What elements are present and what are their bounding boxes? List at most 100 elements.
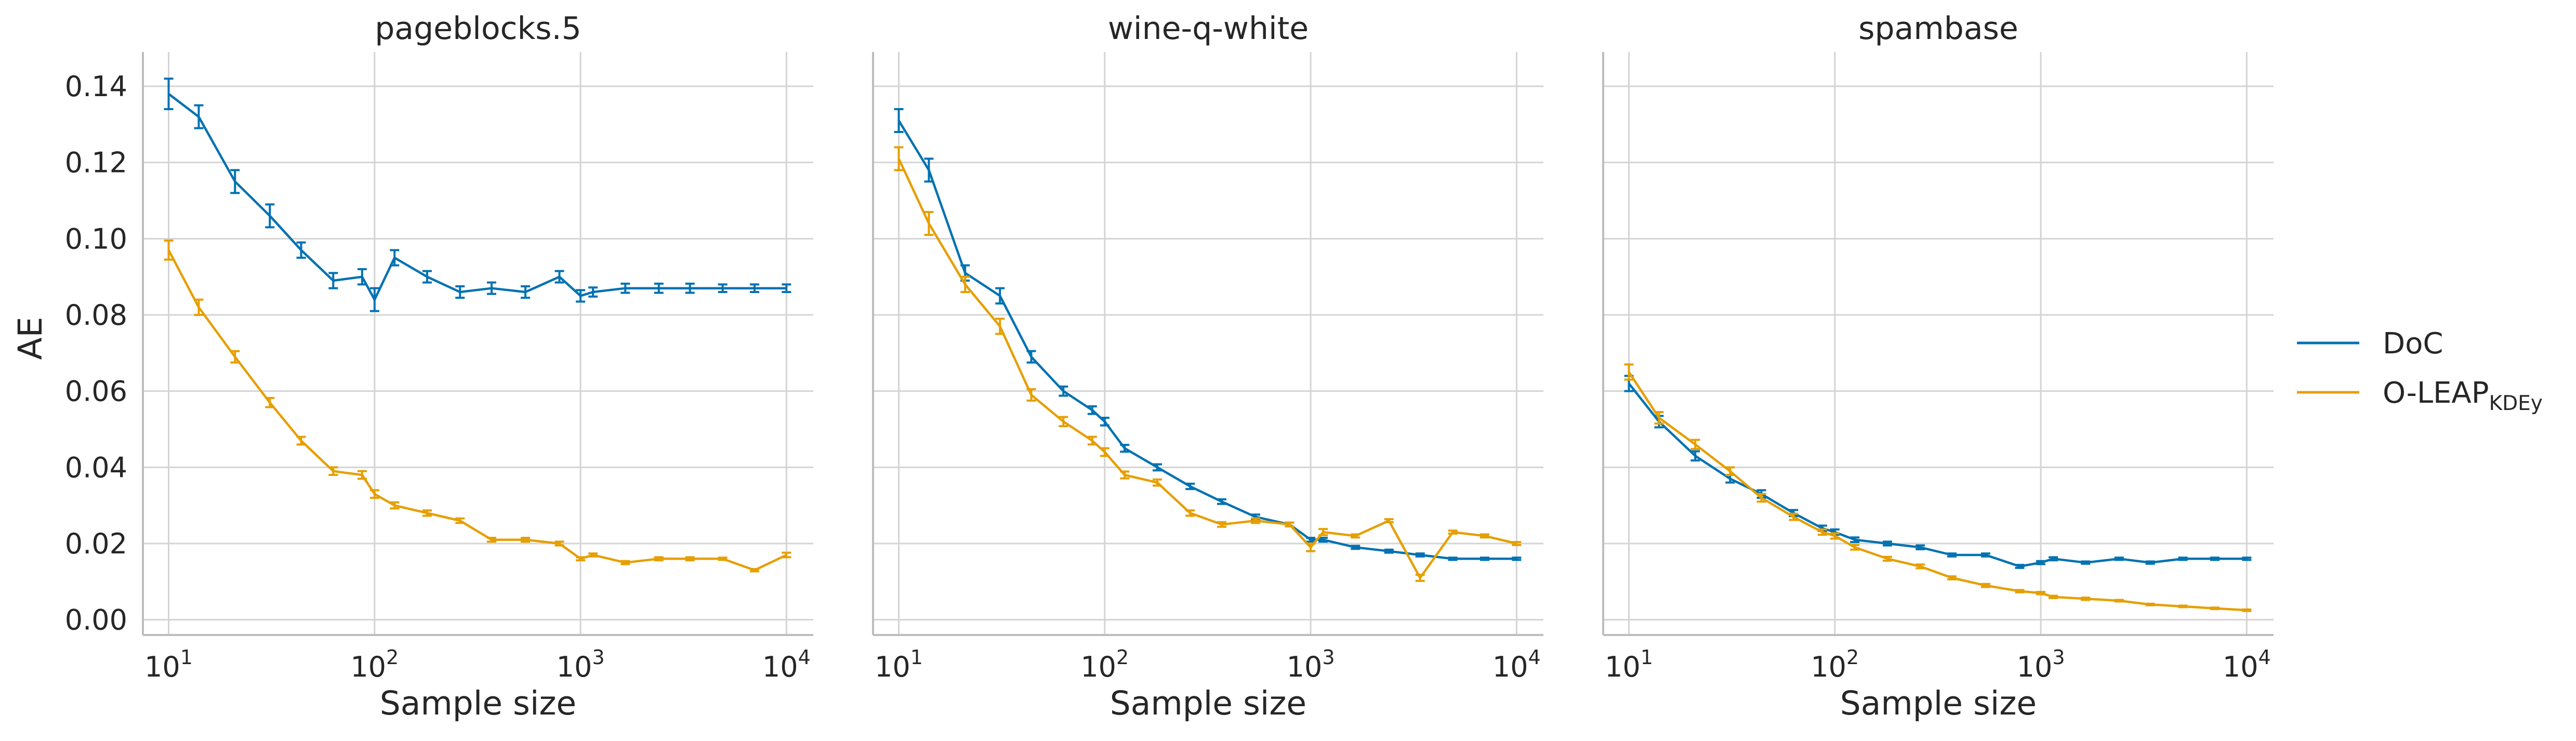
error-bar bbox=[924, 157, 934, 183]
error-bar bbox=[328, 466, 338, 476]
y-tick-label: 0.14 bbox=[65, 70, 127, 103]
error-bar bbox=[2178, 557, 2188, 561]
panel-1: 0.00 0.02 0.04 0.06 0.08 0.10 0.12 0.14 101 102 10… bbox=[11, 10, 813, 722]
error-bar bbox=[1351, 533, 1360, 539]
error-bar bbox=[230, 169, 240, 194]
error-bar bbox=[576, 556, 586, 562]
y-tick-label: 0.08 bbox=[65, 299, 127, 332]
error-bar bbox=[718, 557, 728, 561]
error-bar bbox=[1512, 557, 1522, 561]
error-bar bbox=[2081, 597, 2091, 601]
x-tick-label: 103 bbox=[557, 646, 605, 683]
error-bar bbox=[1415, 574, 1425, 582]
error-bar bbox=[369, 287, 379, 312]
error-bar bbox=[2114, 557, 2124, 561]
error-bar bbox=[1026, 350, 1036, 364]
error-bar bbox=[2145, 602, 2155, 606]
error-bar bbox=[588, 552, 598, 558]
error-bar bbox=[1415, 552, 1425, 558]
error-bar bbox=[654, 282, 664, 294]
x-tick-label: 101 bbox=[144, 646, 193, 683]
error-bar bbox=[654, 556, 664, 562]
error-bar bbox=[455, 285, 465, 299]
error-bar bbox=[782, 283, 791, 293]
error-bar bbox=[995, 287, 1005, 305]
y-tick-label: 0.12 bbox=[65, 147, 127, 179]
error-bar bbox=[1152, 463, 1162, 472]
series-line bbox=[897, 158, 1517, 579]
error-bar bbox=[1624, 363, 1634, 381]
error-bar bbox=[894, 146, 904, 171]
error-bar bbox=[1318, 537, 1328, 543]
error-bar bbox=[1318, 528, 1328, 536]
error-bar bbox=[1882, 555, 1892, 562]
series-doc bbox=[164, 77, 791, 312]
error-bar bbox=[2178, 604, 2188, 608]
error-bar bbox=[357, 268, 367, 286]
error-bar bbox=[1087, 405, 1097, 415]
error-bar bbox=[1087, 435, 1097, 446]
error-bar bbox=[296, 435, 306, 446]
error-bar bbox=[1285, 521, 1294, 527]
error-bar bbox=[1026, 388, 1036, 402]
error-bar bbox=[1251, 517, 1261, 524]
series-o-leap bbox=[164, 240, 791, 573]
error-bar bbox=[1185, 482, 1195, 491]
error-bar bbox=[749, 283, 759, 293]
error-bar bbox=[1981, 552, 1991, 558]
error-bar bbox=[2049, 594, 2058, 599]
error-bar bbox=[1100, 447, 1109, 457]
error-bar bbox=[2015, 589, 2025, 593]
error-bar bbox=[894, 108, 904, 133]
error-bar bbox=[2242, 557, 2252, 561]
y-tick-label: 0.02 bbox=[65, 527, 127, 560]
error-bar bbox=[1916, 544, 1925, 550]
error-bar bbox=[1690, 439, 1700, 451]
error-bar bbox=[296, 241, 306, 259]
series-line bbox=[897, 120, 1517, 560]
panel-title: spambase bbox=[1858, 10, 2018, 47]
error-bar bbox=[2081, 560, 2091, 565]
legend-label-o-leap: O-LEAPKDEy bbox=[2383, 376, 2543, 415]
error-bar bbox=[1512, 541, 1522, 546]
x-tick-label: 104 bbox=[762, 646, 811, 683]
error-bar bbox=[620, 560, 630, 565]
error-bar bbox=[1217, 498, 1226, 505]
error-bar bbox=[1690, 450, 1700, 462]
error-bar bbox=[369, 489, 379, 499]
series-line bbox=[167, 249, 787, 572]
error-bar bbox=[1059, 416, 1068, 428]
x-tick-label: 104 bbox=[1492, 646, 1541, 683]
error-bar bbox=[1850, 544, 1860, 551]
error-bar bbox=[1916, 563, 1925, 570]
error-bar bbox=[265, 396, 275, 408]
error-bar bbox=[1830, 532, 1840, 540]
error-bar bbox=[1152, 478, 1162, 487]
error-bar bbox=[685, 556, 695, 562]
panel-title: pageblocks.5 bbox=[375, 10, 582, 47]
error-bar bbox=[1981, 583, 1991, 588]
error-bar bbox=[357, 470, 367, 480]
error-bar bbox=[2145, 560, 2155, 565]
error-bar bbox=[1850, 536, 1860, 544]
error-bar bbox=[2210, 557, 2220, 561]
error-bar bbox=[164, 240, 174, 261]
error-bar bbox=[390, 501, 400, 510]
error-bar bbox=[2015, 564, 2025, 569]
y-tick-label: 0.06 bbox=[65, 375, 127, 408]
error-bar bbox=[521, 537, 531, 543]
error-bar bbox=[1654, 411, 1664, 425]
x-axis-label: Sample size bbox=[1840, 684, 2037, 722]
error-bar bbox=[164, 77, 174, 110]
series-o-leap bbox=[894, 146, 1522, 582]
error-bar bbox=[328, 272, 338, 289]
error-bar bbox=[1351, 545, 1360, 550]
legend-label-doc: DoC bbox=[2383, 327, 2443, 361]
error-bar bbox=[422, 509, 432, 517]
panel-3: 101 102 103 104 spambase Sample size bbox=[1602, 10, 2274, 722]
y-tick-label: 0.10 bbox=[65, 222, 127, 255]
error-bar bbox=[2242, 608, 2252, 612]
error-bar bbox=[230, 350, 240, 364]
error-bar bbox=[1384, 548, 1394, 554]
